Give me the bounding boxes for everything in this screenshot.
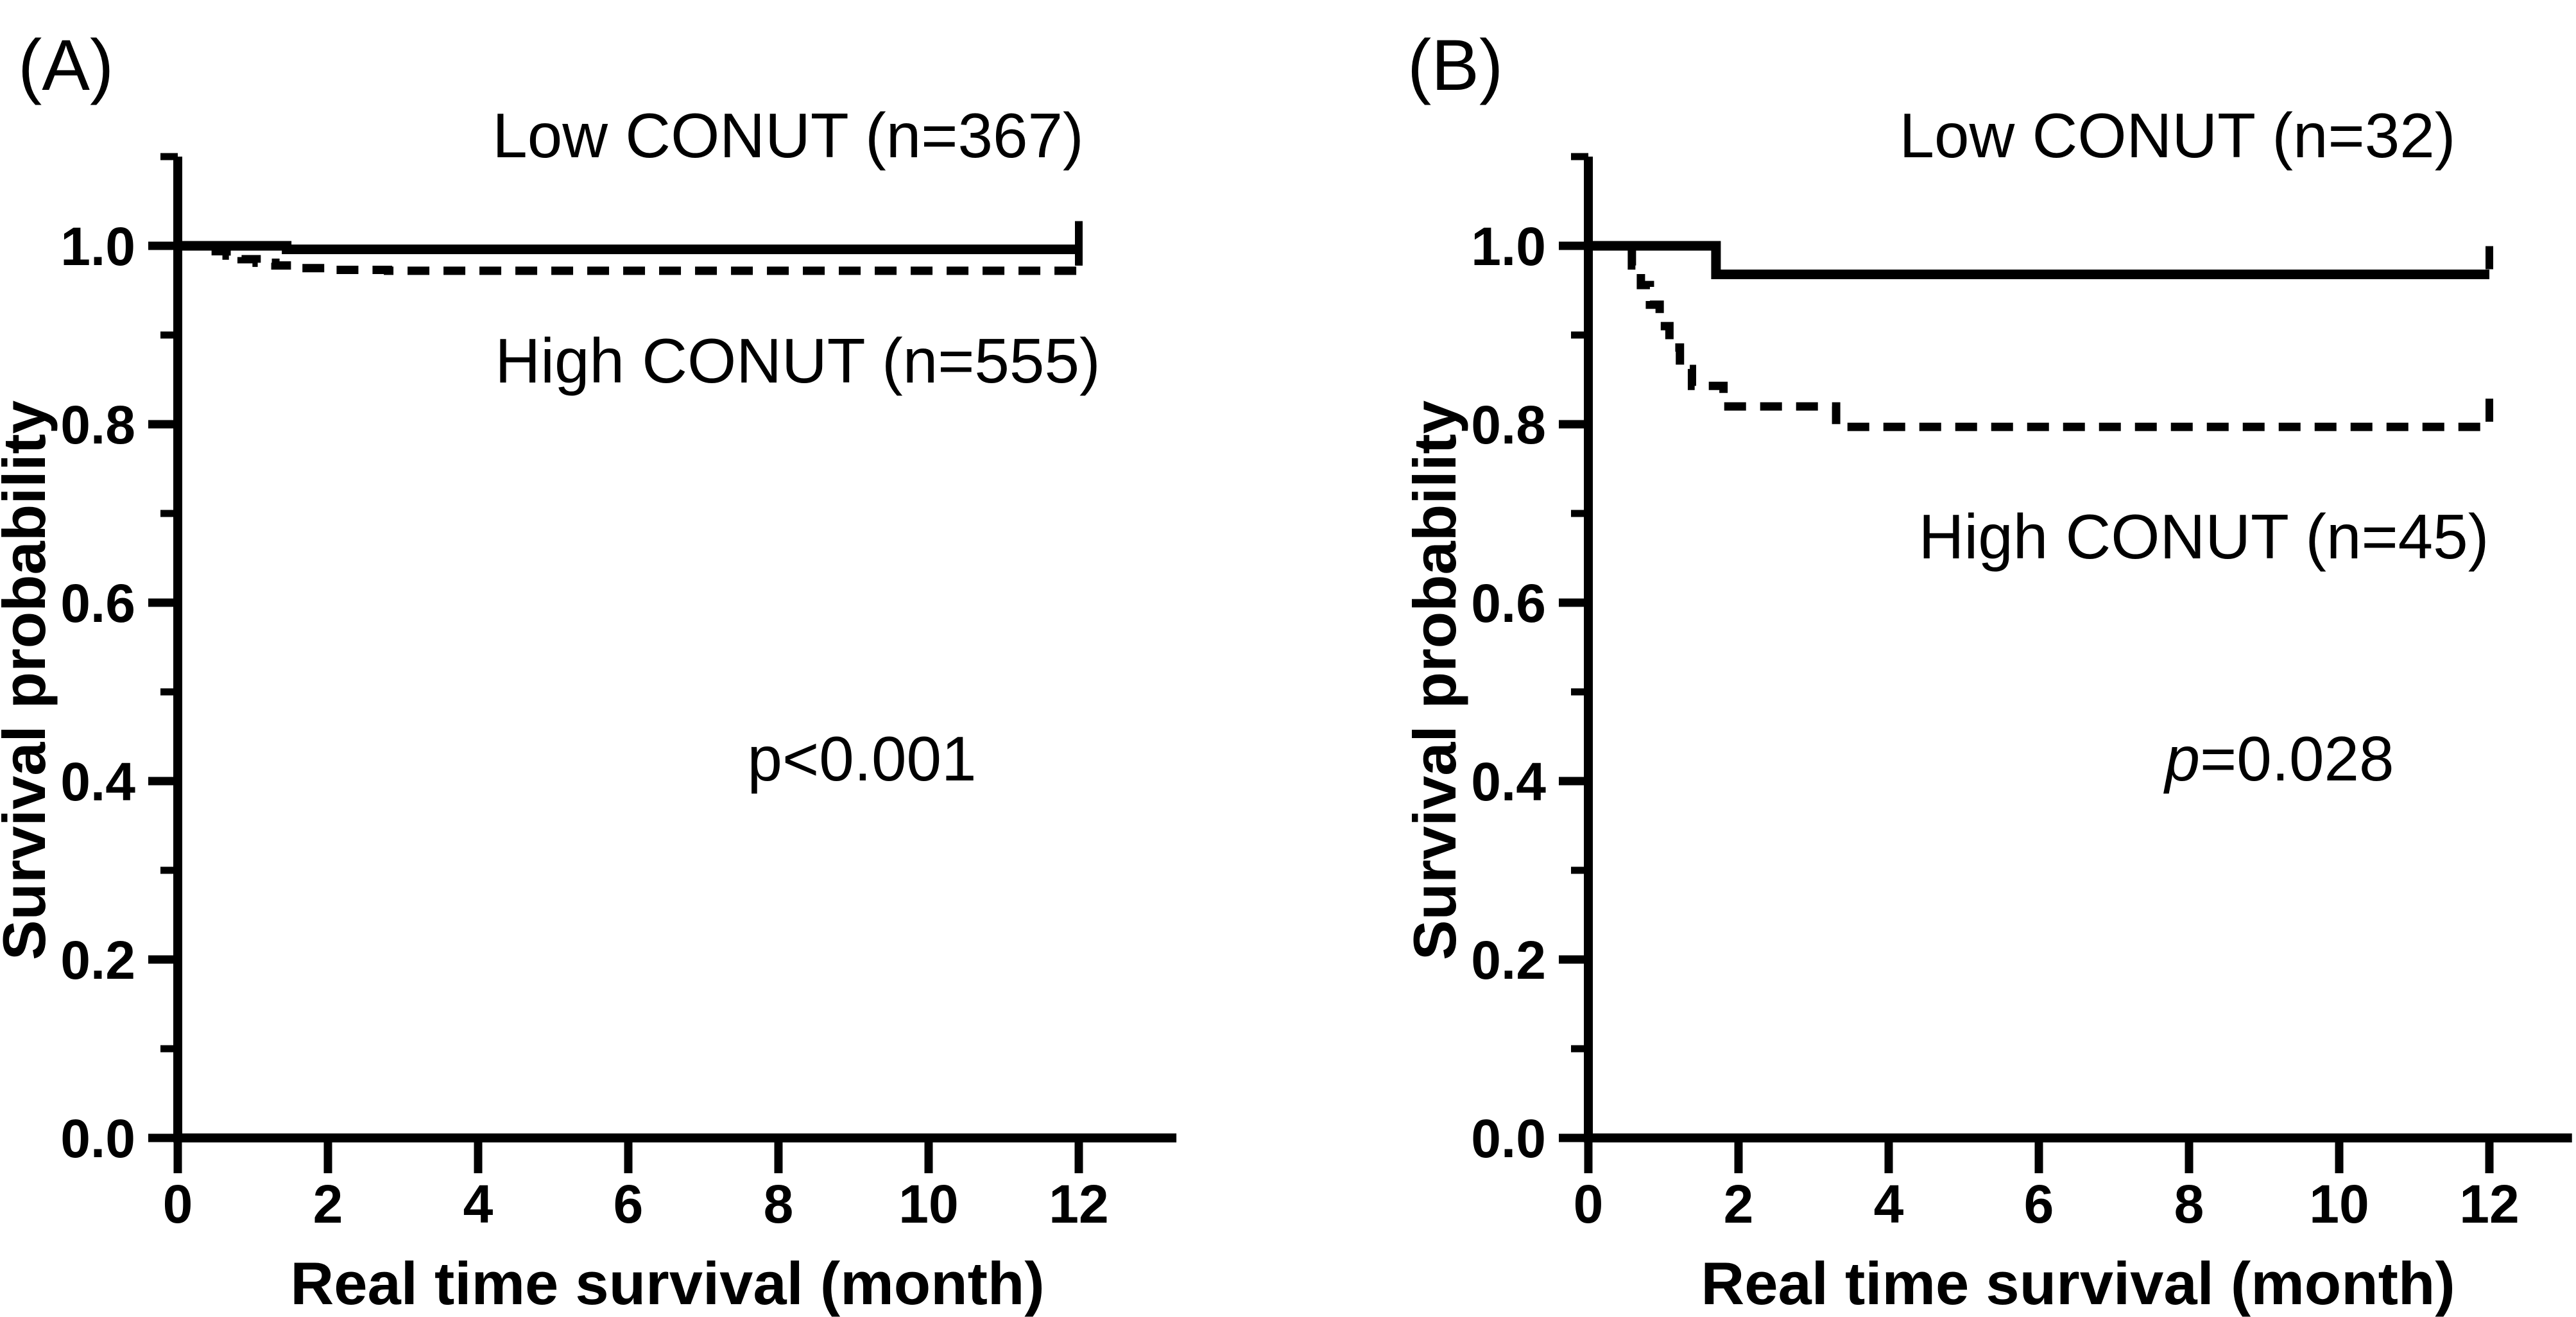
- panel-a-p-symbol: p: [748, 723, 783, 794]
- x-tick-label-b: 2: [1724, 1174, 1754, 1234]
- km-curve-high-conut-a: [211, 246, 1079, 275]
- panel-a-y-axis-title: Survival probability: [0, 400, 58, 960]
- x-tick-label-a: 4: [463, 1174, 494, 1234]
- y-tick-label-a: 0.8: [60, 395, 135, 455]
- y-tick-label-b: 0.8: [1471, 395, 1546, 455]
- panel-b-x-axis-title: Real time survival (month): [1701, 1250, 2455, 1317]
- panel-b-letter: (B): [1407, 25, 1503, 105]
- km-curve-high-conut-b: [1627, 245, 2489, 431]
- km-curve-low-conut-a: [178, 241, 1079, 255]
- panel-b: (B) 0.0 0.2 0.4 0.6 0.8 1.0 0 2 4 6 8 10 12 Low CONU…: [1401, 25, 2572, 1317]
- y-tick-label-a: 0.0: [60, 1108, 135, 1169]
- y-tick-label-b: 0.2: [1471, 930, 1546, 990]
- x-tick-label-b: 8: [2174, 1174, 2204, 1234]
- x-tick-label-a: 10: [898, 1174, 958, 1234]
- panel-a-x-axis-title: Real time survival (month): [290, 1250, 1044, 1317]
- panel-b-curves: [1588, 241, 2493, 431]
- x-tick-label-a: 8: [764, 1174, 794, 1234]
- panel-b-axes: 0.0 0.2 0.4 0.6 0.8 1.0 0 2 4 6 8 10 12: [1471, 153, 2572, 1234]
- panel-a-letter: (A): [18, 25, 114, 105]
- panel-a-p-number: <0.001: [782, 723, 976, 794]
- panel-b-low-series-label: Low CONUT (n=32): [1900, 100, 2456, 171]
- y-tick-label-b: 0.4: [1471, 752, 1546, 812]
- y-tick-label-a: 0.4: [60, 752, 135, 812]
- panel-a-curves: [178, 221, 1083, 275]
- panel-a-p-value: p<0.001: [748, 723, 977, 794]
- y-tick-label-b: 0.6: [1471, 573, 1546, 633]
- x-tick-label-a: 2: [313, 1174, 343, 1234]
- panel-b-p-value: p=0.028: [2163, 723, 2394, 794]
- panel-b-high-series-label: High CONUT (n=45): [1919, 501, 2489, 572]
- km-curve-low-conut-b: [1588, 241, 2489, 279]
- y-tick-label-a: 0.6: [60, 573, 135, 633]
- x-tick-label-b: 4: [1874, 1174, 1904, 1234]
- y-tick-label-b: 0.0: [1471, 1108, 1546, 1169]
- x-tick-label-b: 0: [1574, 1174, 1604, 1234]
- panel-a-axes: 0.0 0.2 0.4 0.6 0.8 1.0 0 2 4 6 8 10 12: [60, 153, 1177, 1234]
- x-tick-label-a: 6: [614, 1174, 644, 1234]
- y-tick-label-b: 1.0: [1471, 216, 1546, 277]
- panel-b-y-axis-title: Survival probability: [1401, 400, 1468, 960]
- x-tick-label-b: 10: [2309, 1174, 2369, 1234]
- panel-b-p-number: =0.028: [2200, 723, 2394, 794]
- y-tick-label-a: 1.0: [60, 216, 135, 277]
- y-tick-label-a: 0.2: [60, 930, 135, 990]
- x-tick-label-a: 0: [163, 1174, 193, 1234]
- panel-a: (A) 0.0 0.2 0.4 0.6 0.8 1.0 0 2 4 6 8 10 12 Low CONU…: [0, 25, 1177, 1317]
- panel-a-low-series-label: Low CONUT (n=367): [492, 100, 1083, 171]
- x-tick-label-b: 12: [2459, 1174, 2519, 1234]
- panel-a-high-series-label: High CONUT (n=555): [495, 325, 1100, 396]
- x-tick-label-b: 6: [2024, 1174, 2054, 1234]
- x-tick-label-a: 12: [1049, 1174, 1108, 1234]
- panel-b-p-symbol: p: [2163, 723, 2201, 794]
